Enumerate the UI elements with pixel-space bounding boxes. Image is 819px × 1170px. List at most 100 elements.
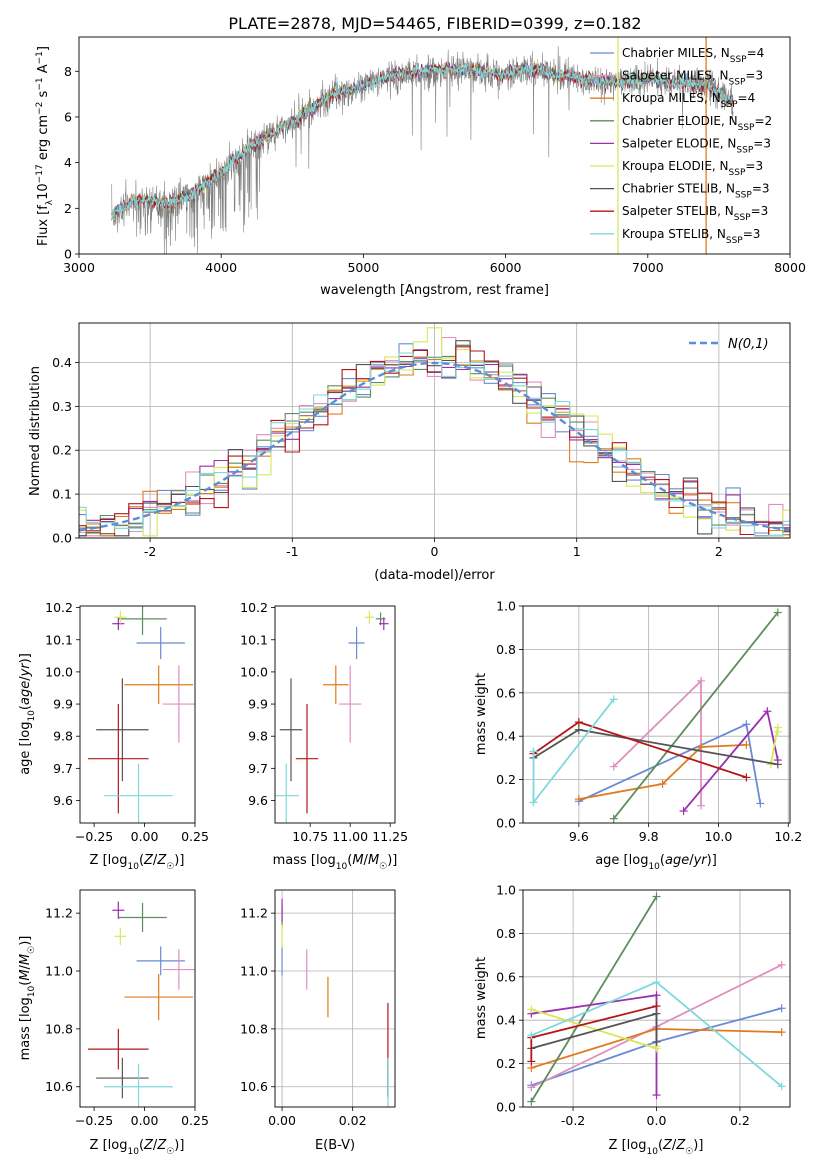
y-tick-label: 9.7 (53, 761, 73, 776)
weight_vs_Z-marker-kroupa_elodie (527, 1005, 536, 1014)
mass_vs_ebv-axes: 0.00 0.02 10.6 10.8 11.0 11.2 (240, 890, 395, 1128)
y-tick-label: 0.8 (496, 926, 516, 941)
age_vs_Z-point-salp_elodie (112, 617, 125, 631)
y-tick-label: 0.6 (496, 969, 516, 984)
weight_vs_age-marker-kroupa_miles (574, 795, 583, 804)
y-tick-label: 1.0 (496, 599, 516, 614)
weight_vs_Z-marker-salp_miles (777, 960, 786, 969)
x-tick-label: 1 (573, 544, 581, 559)
x-tick-label: 6000 (490, 260, 522, 275)
x-tick-label: 0 (431, 544, 439, 559)
y-tick-label: 8 (64, 64, 72, 79)
x-tick-label: 5000 (347, 260, 379, 275)
age_vs_Z-point-salp_miles (162, 665, 195, 743)
weight_vs_Z-marker-chab_miles (777, 1004, 786, 1013)
y-tick-label: 9.9 (248, 697, 268, 712)
weight_vs_age-marker-salp_miles (697, 676, 705, 685)
age_vs_Z-point-salp_stelib (88, 704, 149, 814)
y-tick-label: 0.3 (52, 399, 72, 414)
legend-label: Salpeter MILES, NSSP=3 (622, 69, 763, 88)
legend-label: Chabrier MILES, NSSP=4 (622, 46, 764, 65)
y-tick-label: 10.2 (45, 600, 73, 615)
weight_vs_age-marker-salp_elodie (763, 707, 772, 716)
age_vs_mass-point-kroupa_stelib (275, 763, 299, 823)
weight_vs_age-line-salp_stelib (532, 721, 747, 779)
mass_vs_Z-frame (79, 889, 196, 1108)
histogram-kroupa_stelib (79, 352, 790, 537)
legend-label: Kroupa MILES, NSSP=4 (622, 91, 755, 110)
age_vs_mass-point-kroupa_elodie (364, 610, 375, 624)
age_vs_Z-point-kroupa_stelib (104, 763, 173, 823)
age_vs_Z-point-chab_miles (136, 626, 185, 660)
y-tick-label: 0.0 (52, 531, 72, 546)
x-tick-label: 11.00 (332, 829, 368, 844)
x-tick-label: −0.25 (75, 1113, 113, 1128)
y-tick-label: 0.4 (496, 729, 516, 744)
x-tick-label: −0.25 (75, 829, 113, 844)
residuals-ylabel: Normed distribution (28, 366, 43, 496)
x-tick-label: 3000 (63, 260, 95, 275)
weight-vs-age-ylabel: mass weight (474, 673, 489, 755)
legend-normal-label: N(0,1) (728, 337, 769, 352)
y-tick-label: 9.6 (53, 793, 73, 808)
weight_vs_age-marker-salp_miles (609, 762, 618, 771)
y-tick-label: 9.6 (248, 793, 268, 808)
y-tick-label: 11.2 (240, 906, 268, 921)
weight_vs_Z-marker-salp_stelib (527, 1057, 536, 1066)
y-tick-label: 10.0 (240, 664, 268, 679)
x-tick-label: 8000 (774, 260, 806, 275)
weight_vs_Z-marker-salp_elodie (652, 1091, 661, 1100)
x-tick-label: -0.2 (561, 1113, 585, 1128)
weight_vs_age-marker-salp_elodie (679, 807, 688, 816)
age_vs_mass-point-salp_elodie (379, 617, 389, 631)
y-tick-label: 10.6 (240, 1079, 268, 1094)
y-tick-label: 0.1 (52, 487, 72, 502)
spectrum-xlabel: wavelength [Angstrom, rest frame] (320, 283, 549, 298)
age_vs_Z-frame (79, 605, 196, 824)
y-tick-label: 0.0 (496, 1100, 516, 1115)
mass_vs_Z-point-kroupa_stelib (104, 1063, 173, 1107)
y-tick-label: 10.1 (240, 632, 268, 647)
x-tick-label: 0.00 (131, 1113, 159, 1128)
y-tick-label: 9.8 (53, 729, 73, 744)
normal-curve (79, 361, 790, 532)
mass-vs-Z-ylabel: mass [log10(M/M☉)] (18, 936, 37, 1061)
weight_vs_Z-marker-kroupa_miles (777, 1028, 786, 1037)
x-tick-label: 4000 (205, 260, 237, 275)
y-tick-label: 0.8 (496, 642, 516, 657)
age_vs_Z-axes: −0.25 0.00 0.25 9.6 9.7 9.8 9.9 10.0 10.1 10.2 (45, 600, 209, 844)
histogram-salp_miles (79, 336, 790, 537)
x-tick-label: 10.75 (292, 829, 328, 844)
weight_vs_age-marker-kroupa_miles (697, 743, 705, 752)
x-tick-label: 0.00 (131, 829, 159, 844)
y-tick-label: 0.0 (496, 816, 516, 831)
weight_vs_age-marker-chab_elodie (609, 814, 618, 823)
y-tick-label: 10.2 (240, 600, 268, 615)
weight_vs_age-marker-chab_stelib (773, 760, 782, 769)
mass_vs_Z-point-salp_stelib (88, 1028, 149, 1070)
weight-vs-Z-xlabel: Z [log10(Z/Z☉)] (609, 1138, 704, 1157)
y-tick-label: 11.2 (45, 906, 73, 921)
y-tick-label: 1.0 (496, 883, 516, 898)
x-tick-label: 10.2 (774, 829, 802, 844)
legend-label: Kroupa STELIB, NSSP=3 (622, 227, 760, 246)
weight_vs_age-marker-chab_elodie (773, 608, 782, 617)
x-tick-label: 9.8 (639, 829, 659, 844)
y-tick-label: 10.8 (45, 1021, 73, 1036)
legend-label: Salpeter ELODIE, NSSP=3 (622, 136, 771, 155)
y-tick-label: 10.0 (45, 664, 73, 679)
x-tick-label: 0.00 (268, 1113, 296, 1128)
x-tick-label: 0.25 (181, 1113, 209, 1128)
figure-title: PLATE=2878, MJD=54465, FIBERID=0399, z=0… (228, 14, 641, 33)
y-tick-label: 10.8 (240, 1021, 268, 1036)
y-tick-label: 0.6 (496, 685, 516, 700)
mass-vs-Z-xlabel: Z [log10(Z/Z☉)] (90, 1138, 185, 1157)
y-tick-label: 0.4 (496, 1013, 516, 1028)
residuals-xlabel: (data-model)/error (374, 568, 495, 583)
weight_vs_Z-marker-chab_elodie (652, 892, 661, 901)
age_vs_mass-point-chab_stelib (279, 678, 303, 782)
weight_vs_Z-marker-salp_stelib (652, 1002, 661, 1011)
age-vs-mass-xlabel: mass [log10(M/M☉)] (273, 853, 398, 872)
y-tick-label: 0.2 (496, 772, 516, 787)
